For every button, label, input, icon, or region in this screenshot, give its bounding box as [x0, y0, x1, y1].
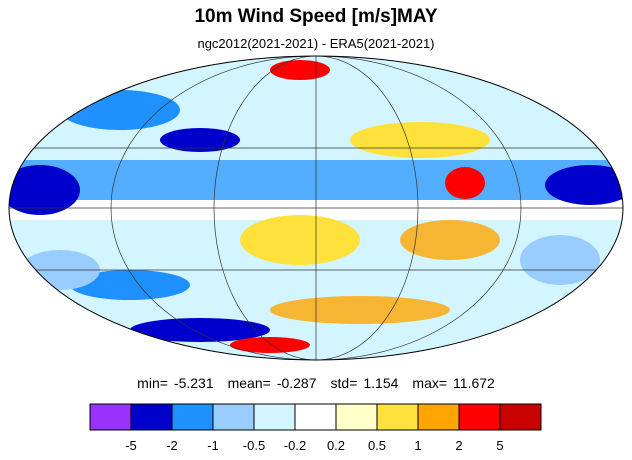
colorbar-box [212, 403, 255, 431]
colorbar-tick-label: 1 [414, 438, 421, 453]
stats: min= -5.231 mean= -0.287 std= 1.154 max= 11.672 [137, 375, 495, 391]
subtitle: ngc2012(2021-2021) - ERA5(2021-2021) [197, 36, 434, 51]
colorbar: -5 -2 -1 -0.5 -0.2 0.2 0.5 1 2 5 [89, 403, 542, 453]
colorbar-box [376, 403, 419, 431]
colorbar-box [171, 403, 214, 431]
colorbar-box [294, 403, 337, 431]
colorbar-tick-label: -1 [207, 438, 219, 453]
stat-label: max= [412, 375, 447, 391]
colorbar-box [499, 403, 542, 431]
colorbar-box [89, 403, 132, 431]
colorbar-box [417, 403, 460, 431]
stat-value: 11.672 [453, 375, 495, 391]
colorbar-box [335, 403, 378, 431]
colorbar-box [253, 403, 296, 431]
colorbar-tick-label: -5 [125, 438, 137, 453]
colorbar-tick-label: -0.2 [284, 438, 306, 453]
colorbar-tick-label: 5 [496, 438, 503, 453]
stat-label: mean= [228, 375, 271, 391]
title: 10m Wind Speed [m/s]MAY [194, 6, 437, 27]
stat-label: std= [331, 375, 358, 391]
colorbar-box [130, 403, 173, 431]
stat-value: -5.231 [174, 375, 214, 391]
colorbar-tick-label: 0.2 [327, 438, 345, 453]
colorbar-tick-label: 0.5 [368, 438, 386, 453]
map-outline [8, 55, 624, 361]
colorbar-tick-label: -2 [166, 438, 178, 453]
colorbar-box [458, 403, 501, 431]
map [9, 56, 623, 360]
colorbar-tick-label: 2 [455, 438, 462, 453]
stat-label: min= [137, 375, 168, 391]
stat-value: 1.154 [363, 375, 398, 391]
stat-value: -0.287 [277, 375, 317, 391]
colorbar-tick-label: -0.5 [243, 438, 265, 453]
